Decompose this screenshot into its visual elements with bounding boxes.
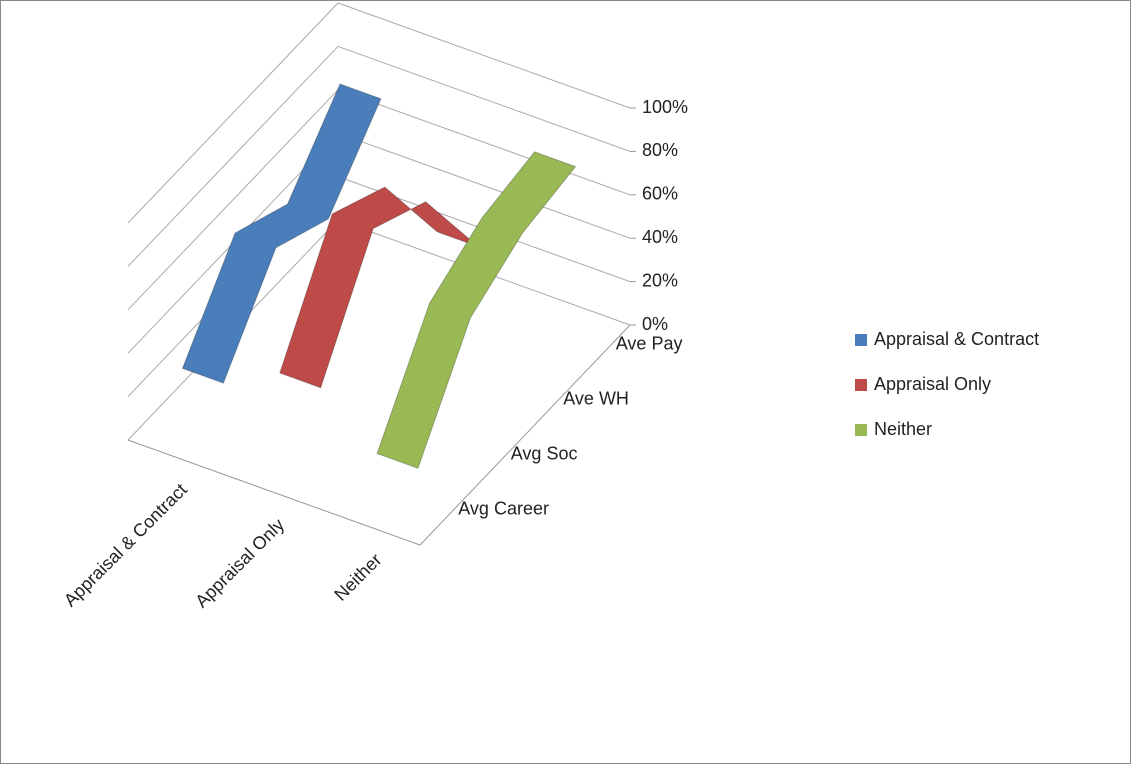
- legend-label: Neither: [874, 419, 932, 439]
- legend-swatch: [855, 334, 867, 346]
- grid-line: [127, 45, 631, 267]
- grid-line: [127, 2, 631, 224]
- floor-edge: [127, 324, 631, 546]
- y-tick-label: 0%: [642, 314, 668, 334]
- ribbon: [181, 83, 382, 384]
- depth-label: Ave WH: [563, 388, 629, 408]
- y-tick-label: 20%: [642, 270, 678, 290]
- y-tick-label: 60%: [642, 184, 678, 204]
- legend-label: Appraisal & Contract: [874, 329, 1039, 349]
- ribbon: [376, 151, 577, 469]
- y-tick-label: 40%: [642, 227, 678, 247]
- depth-label: Ave Pay: [616, 333, 683, 353]
- legend-swatch: [855, 379, 867, 391]
- legend-swatch: [855, 424, 867, 436]
- y-tick-label: 100%: [642, 97, 688, 117]
- depth-label: Avg Career: [458, 498, 549, 518]
- depth-label: Avg Soc: [511, 443, 578, 463]
- legend-label: Appraisal Only: [874, 374, 991, 394]
- y-tick-label: 80%: [642, 140, 678, 160]
